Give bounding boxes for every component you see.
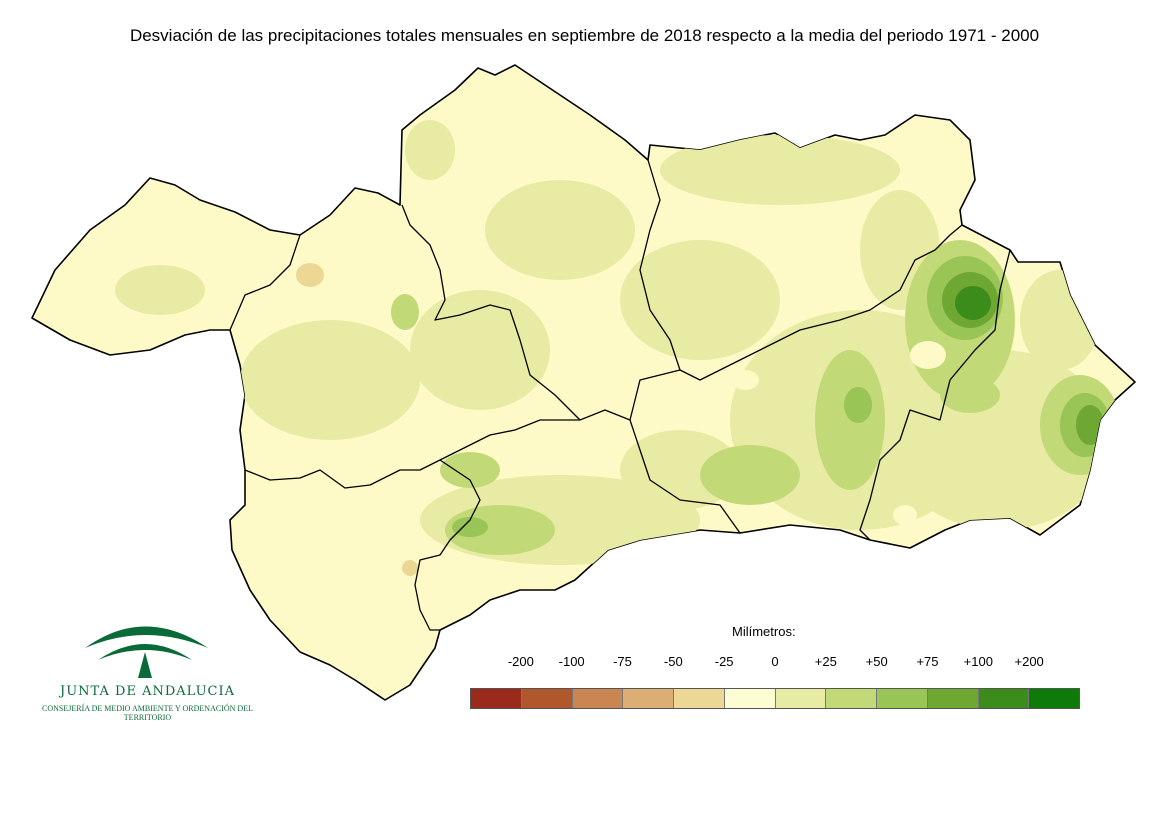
legend-swatch (724, 689, 776, 708)
legend-tick-label: +25 (814, 654, 837, 669)
legend-swatch (572, 689, 624, 708)
precipitation-anomaly-field (115, 120, 1120, 576)
legend-tick-label: -100 (558, 654, 585, 669)
legend-title: Milímetros: (732, 624, 796, 639)
legend-swatch (521, 689, 573, 708)
legend-swatch (1029, 689, 1079, 708)
logo-name: JUNTA DE ANDALUCIA (60, 684, 235, 699)
legend-tick-label: +50 (865, 654, 888, 669)
legend-swatch (927, 689, 979, 708)
legend-swatch (623, 689, 674, 708)
legend-swatch (471, 689, 522, 708)
legend-colorbar (470, 688, 1080, 709)
legend-swatch (826, 689, 877, 708)
province-borders (229, 159, 1011, 631)
legend-swatch (775, 689, 827, 708)
legend-tick-label: +75 (916, 654, 939, 669)
legend-tick-label: -25 (714, 654, 734, 669)
legend-tick-label: -200 (507, 654, 534, 669)
map-title: Desviación de las precipitaciones totale… (129, 26, 1040, 45)
legend-tick-label: -75 (613, 654, 632, 669)
legend-swatch (877, 689, 928, 708)
legend-tick-label: 0 (771, 654, 779, 669)
junta-de-andalucia-logo (85, 626, 208, 678)
legend-swatch (978, 689, 1030, 708)
legend-tick-label: -50 (663, 654, 683, 669)
legend-tick-label: +200 (1014, 654, 1044, 669)
logo-subtitle: CONSEJERÍA DE MEDIO AMBIENTE Y ORDENACIÓ… (42, 704, 253, 722)
legend-swatch (674, 689, 725, 708)
legend-tick-label: +100 (963, 654, 993, 669)
